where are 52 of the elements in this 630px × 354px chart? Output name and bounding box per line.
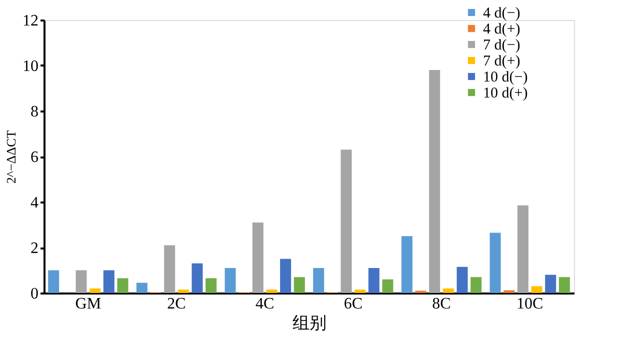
bar xyxy=(206,278,217,293)
legend-label: 4 d(+) xyxy=(483,22,520,38)
bar xyxy=(178,290,189,293)
y-tick-label: 10 xyxy=(22,58,38,75)
bar xyxy=(368,268,380,293)
x-tick-label: 2C xyxy=(167,296,186,312)
legend-label: 7 d(+) xyxy=(483,54,520,70)
bar xyxy=(517,205,528,293)
bar xyxy=(504,290,515,293)
bar xyxy=(401,236,412,293)
bar xyxy=(382,279,394,293)
y-axis-title: 2^−ΔΔCT xyxy=(4,130,18,184)
y-tick-label: 12 xyxy=(22,12,38,30)
x-axis-title: 组别 xyxy=(292,314,326,332)
x-tick-label: 4C xyxy=(255,296,274,312)
bar xyxy=(294,277,305,293)
y-tick-label: 6 xyxy=(30,149,38,166)
y-tick-label: 2 xyxy=(30,240,38,257)
x-tick-label: 8C xyxy=(432,296,451,312)
bar xyxy=(48,270,60,293)
bar xyxy=(442,288,454,293)
bar xyxy=(354,290,366,293)
legend-label: 7 d(−) xyxy=(483,38,520,54)
bar xyxy=(192,263,203,293)
bar xyxy=(470,277,482,293)
y-tick-label: 4 xyxy=(30,194,38,212)
y-tick-label: 8 xyxy=(30,104,38,120)
bar xyxy=(103,270,114,293)
bar xyxy=(545,274,556,293)
bar xyxy=(164,245,176,293)
bar xyxy=(76,270,87,293)
bar xyxy=(531,286,542,293)
bar xyxy=(490,232,501,293)
legend-label: 4 d(−) xyxy=(483,6,520,22)
legend-label: 10 d(+) xyxy=(483,86,528,102)
legend-label: 10 d(−) xyxy=(483,70,528,86)
bar xyxy=(456,266,468,293)
x-tick-label: 10C xyxy=(516,296,544,312)
bar xyxy=(252,222,264,293)
bar xyxy=(90,288,101,293)
bar xyxy=(558,277,570,293)
bar xyxy=(117,278,128,293)
bar xyxy=(266,290,278,293)
y-tick-label: 0 xyxy=(30,286,38,302)
x-tick-label: GM xyxy=(75,296,102,312)
bar xyxy=(340,150,352,293)
x-tick-label: 6C xyxy=(344,296,363,312)
bar xyxy=(280,258,292,293)
bar xyxy=(313,268,324,293)
bar xyxy=(224,268,236,293)
bar xyxy=(136,282,148,293)
bar xyxy=(429,70,440,293)
